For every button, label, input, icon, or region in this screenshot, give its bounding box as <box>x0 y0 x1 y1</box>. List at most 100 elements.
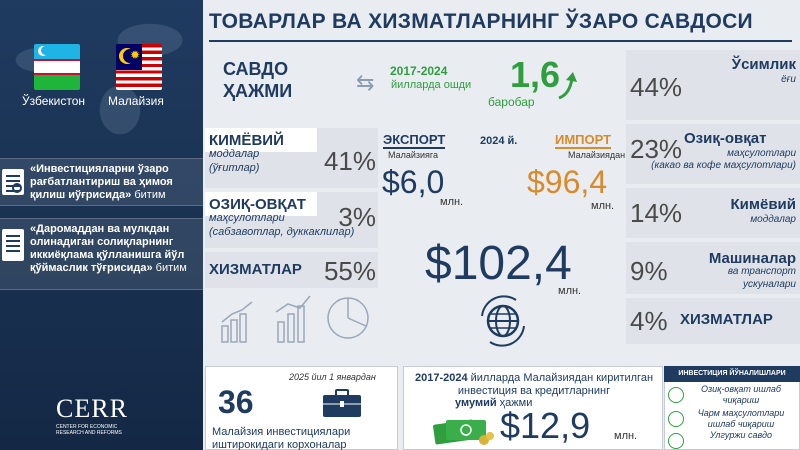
trade-label-line2: ҲАЖМИ <box>223 81 293 101</box>
total-trade-unit: млн. <box>558 285 582 297</box>
import-category-machinery: 9% Машиналар ва транспорт ускуналари <box>626 242 800 294</box>
country-right: Малайзия <box>108 94 164 108</box>
year-label: 2024 й. <box>480 135 518 147</box>
swap-arrows-icon: ⇆ <box>356 70 375 95</box>
document-icon <box>2 229 24 261</box>
category-name: Озиқ-овқат <box>684 130 767 147</box>
document-icon <box>2 169 24 195</box>
direction-item: Чарм маҳсулотлари ишлаб чиқариш <box>666 408 798 430</box>
export-category-food: ОЗИҚ-ОВҚАТ маҳсулотлари (сабзавотлар, ду… <box>205 192 378 248</box>
category-sub: ва транспорт <box>727 266 796 277</box>
briefcase-icon <box>323 389 361 417</box>
investment-text: 2017-2024 йилларда Малайзиядан киритилга… <box>408 372 660 398</box>
category-sub: (сабзавотлар, дуккаклилар) <box>209 226 355 238</box>
category-percent: 4% <box>630 306 668 336</box>
category-name: Кимёвий <box>730 196 796 213</box>
category-percent: 44% <box>630 72 683 102</box>
page-title: ТОВАРЛАР ВА ХИЗМАТЛАРНИНГ ЎЗАРО САВДОСИ <box>209 10 753 33</box>
category-sub: ускуналари <box>743 279 796 290</box>
direction-item: Улгуржи савдо <box>666 430 798 450</box>
agreement-suffix: битим <box>134 189 166 201</box>
firms-text: Малайзия инвестициялари иштирокидаги кор… <box>212 426 351 450</box>
import-category-food: 23% Озиқ-овқат маҳсулотлари (какао ва ко… <box>626 124 800 184</box>
decorative-charts-icon <box>221 295 369 343</box>
category-sub: маҳсулотлари <box>209 212 285 224</box>
investment-description: йилларда Малайзиядан киритилган инвестиц… <box>457 372 654 397</box>
agreement-investment: «Инвестицияларни ўзаро рағбатлантириш ва… <box>0 158 203 206</box>
export-category-services: ХИЗМАТЛАР 55% <box>205 252 378 288</box>
category-sub: (какао ва кофе маҳсулотлари) <box>651 160 796 171</box>
world-map-background <box>0 0 203 450</box>
import-unit: млн. <box>591 200 615 212</box>
category-sub: моддалар <box>209 148 260 160</box>
trade-label-line1: САВДО <box>223 59 289 79</box>
growth-value: 1,6 <box>510 54 561 95</box>
export-category-chemicals: КИМЁВИЙ моддалар (ўғитлар) 41% <box>205 128 378 188</box>
investment-total-bold: умумий <box>455 397 497 409</box>
category-name: Машиналар <box>708 250 796 267</box>
category-sub: маҳсулотлари <box>727 148 796 159</box>
direction-label: Чарм маҳсулотлари ишлаб чиқариш <box>697 408 785 429</box>
import-category-services: 4% ХИЗМАТЛАР <box>626 298 800 344</box>
food-production-icon <box>668 387 684 403</box>
category-name: КИМЁВИЙ <box>209 132 284 149</box>
category-name: ОЗИҚ-ОВҚАТ <box>209 196 306 213</box>
agreement-title: «Даромаддан ва мулкдан олинадиган солиқл… <box>30 223 185 274</box>
category-sub: (ўғитлар) <box>209 162 260 174</box>
malaysia-flag-icon: ✹ <box>116 44 162 90</box>
category-percent: 9% <box>630 256 668 286</box>
growth-years: 2017-2024 <box>390 64 448 78</box>
import-label: ИМПОРТ <box>555 132 612 149</box>
title-underline <box>209 40 792 42</box>
category-percent: 55% <box>323 256 376 286</box>
growth-unit: баробар <box>488 95 535 109</box>
category-name: ХИЗМАТЛАР <box>680 311 773 328</box>
export-label: ЭКСПОРТ <box>383 132 446 149</box>
direction-label: Улгуржи савдо <box>709 430 773 440</box>
firms-box <box>205 366 398 450</box>
total-trade-value: $102,4 <box>425 237 572 290</box>
firms-count: 36 <box>218 384 254 420</box>
category-sub: ёғи <box>781 74 796 85</box>
logo-subtitle: CENTER FOR ECONOMIC RESEARCH AND REFORMS <box>56 424 122 436</box>
import-value: $96,4 <box>527 164 608 200</box>
investment-value: $12,9 <box>500 405 591 446</box>
leather-products-icon <box>668 411 684 427</box>
country-left: Ўзбекистон <box>22 94 86 108</box>
trade-volume-label: САВДО ҲАЖМИ <box>223 58 292 102</box>
investment-total-rest: ҳажми <box>499 397 533 409</box>
category-name: ХИЗМАТЛАР <box>209 261 302 278</box>
agreement-suffix: битим <box>155 262 187 274</box>
investment-years: 2017-2024 <box>414 372 468 384</box>
growth-note: йилларда ошди <box>391 79 472 91</box>
investment-unit: млн. <box>614 430 638 442</box>
wholesale-trade-icon <box>668 433 684 449</box>
direction-label: Озиқ-овқат ишлаб чиқариш <box>700 384 781 405</box>
investment-total-label: умумий ҳажми <box>455 397 532 409</box>
export-value: $6,0 <box>382 164 445 200</box>
header: ТОВАРЛАР ВА ХИЗМАТЛАРНИНГ ЎЗАРО САВДОСИ <box>203 0 800 44</box>
import-country: Малайзиядан <box>568 150 626 160</box>
export-unit: млн. <box>440 196 464 208</box>
firms-date: 2025 йил 1 январдан <box>289 372 376 382</box>
category-percent: 41% <box>323 146 376 176</box>
growth-arrow-icon <box>558 72 577 100</box>
import-category-chemicals: 14% Кимёвий моддалар <box>626 188 800 238</box>
agreement-title: «Инвестицияларни ўзаро рағбатлантириш ва… <box>30 163 173 201</box>
category-sub: моддалар <box>750 214 796 225</box>
directions-title: ИНВЕСТИЦИЯ ЙЎНАЛИШЛАРИ <box>664 366 800 382</box>
money-icon <box>433 419 494 445</box>
logo-text: CERR <box>56 394 128 423</box>
export-country: Малайзияга <box>388 150 439 160</box>
globe-icon <box>481 295 525 347</box>
category-percent: 23% <box>630 134 683 164</box>
left-panel: ✹ Ўзбекистон Малайзия «Инвестицияларни ў… <box>0 0 203 450</box>
category-percent: 14% <box>630 198 683 228</box>
cerr-logo: CERR CENTER FOR ECONOMIC RESEARCH AND RE… <box>56 394 146 436</box>
direction-item: Озиқ-овқат ишлаб чиқариш <box>666 384 798 406</box>
uzbekistan-flag-icon <box>34 44 80 90</box>
category-name: Ўсимлик <box>731 56 796 73</box>
category-percent: 3% <box>338 202 376 232</box>
agreement-tax: «Даромаддан ва мулкдан олинадиган солиқл… <box>0 218 203 290</box>
import-category-vegetable-oil: 44% Ўсимлик ёғи <box>626 50 800 120</box>
